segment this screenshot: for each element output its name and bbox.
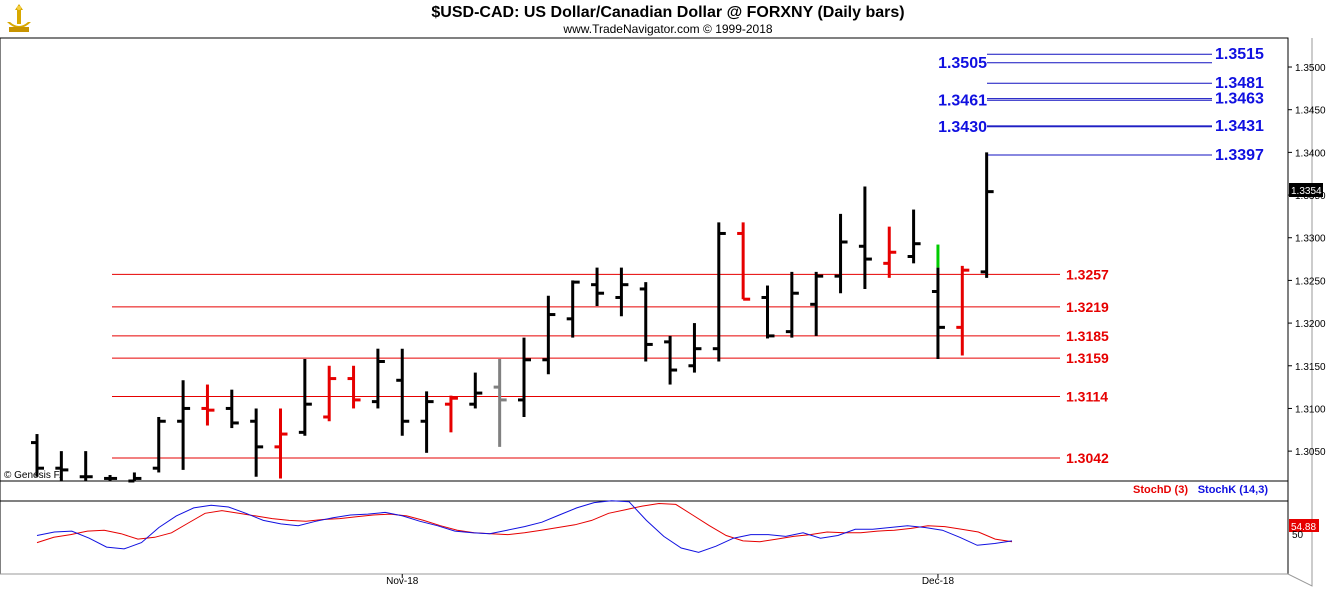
- ohlc-bar: [298, 358, 312, 436]
- ohlc-bar: [615, 267, 629, 317]
- resistance-label-right: 1.3463: [1215, 91, 1264, 108]
- ohlc-bar: [201, 384, 215, 426]
- ohlc-bar: [371, 348, 385, 409]
- ohlc-bar: [104, 475, 118, 481]
- ohlc-bar: [469, 372, 483, 409]
- ohlc-bar: [591, 267, 605, 307]
- ohlc-bar: [420, 391, 434, 453]
- y-tick-label: 1.3400: [1295, 148, 1326, 159]
- ohlc-bar: [785, 271, 799, 338]
- ohlc-bar: [323, 365, 337, 422]
- stoch-value-label: 54.88: [1291, 522, 1316, 533]
- resistance-label-left: 1.3461: [938, 92, 987, 109]
- price-bars: [31, 152, 994, 483]
- x-tick-label: Nov-18: [386, 576, 419, 587]
- last-price-label: 1.3354: [1291, 186, 1322, 197]
- stochastic-lines: [36, 500, 1013, 553]
- copyright-label: © Genesis F.: [4, 470, 61, 481]
- ohlc-bar: [396, 348, 410, 436]
- ohlc-bar: [688, 323, 702, 373]
- ohlc-bar: [639, 282, 653, 362]
- ohlc-bar: [444, 395, 458, 433]
- price-panel: [0, 37, 1289, 482]
- support-levels: 1.3257 1.3219 1.3185 1.3159 1.3114 1.3042: [112, 266, 1109, 466]
- ohlc-bar: [980, 152, 994, 278]
- support-label: 1.3042: [1066, 450, 1109, 466]
- y-tick-label: 1.3250: [1295, 276, 1326, 287]
- trade-navigator-logo: [2, 2, 36, 36]
- x-tick-label: Dec-18: [922, 576, 955, 587]
- ohlc-bar: [274, 408, 288, 479]
- chart-subtitle: www.TradeNavigator.com © 1999-2018: [562, 22, 772, 36]
- y-tick-label: 1.3100: [1295, 404, 1326, 415]
- ohlc-bar: [79, 451, 93, 481]
- stoch-d-line: [36, 502, 1013, 544]
- ohlc-bar: [225, 389, 239, 429]
- ohlc-bar: [542, 295, 556, 375]
- ohlc-bar: [493, 358, 507, 447]
- indicator-panel: [0, 480, 1289, 575]
- ohlc-bar: [177, 380, 191, 470]
- ohlc-bar: [518, 337, 531, 417]
- y-tick-label: 1.3150: [1295, 362, 1326, 373]
- resistance-label-left: 1.3505: [938, 55, 987, 72]
- y-tick-label: 1.3050: [1295, 447, 1326, 458]
- date-axis: Nov-18 Dec-18: [386, 574, 954, 587]
- support-label: 1.3219: [1066, 299, 1109, 315]
- ohlc-bar: [883, 226, 897, 278]
- ohlc-bar: [31, 434, 44, 477]
- last-price-box: [1289, 183, 1323, 197]
- ohlc-bar: [858, 186, 872, 289]
- ohlc-bar: [956, 265, 970, 356]
- stoch-d-legend: StochD (3): [1133, 484, 1188, 496]
- resistance-label-right: 1.3431: [1215, 118, 1264, 135]
- chart-title: $USD-CAD: US Dollar/Canadian Dollar @ FO…: [431, 4, 904, 21]
- support-label: 1.3257: [1066, 266, 1109, 282]
- ohlc-bar: [834, 213, 848, 294]
- ohlc-bar: [810, 271, 824, 336]
- resistance-label-right: 1.3515: [1215, 46, 1264, 63]
- y-tick-label: 1.3200: [1295, 319, 1326, 330]
- support-label: 1.3114: [1066, 388, 1108, 404]
- ohlc-bar: [347, 365, 361, 409]
- ohlc-bar: [55, 451, 69, 481]
- price-axis: 1.3050 1.3100 1.3150 1.3200 1.3250 1.3300 1.33…: [1288, 63, 1326, 458]
- ohlc-bar: [152, 416, 166, 473]
- ohlc-bar: [907, 209, 921, 264]
- ohlc-bar: [566, 280, 580, 338]
- stoch-bottom-tick: 50: [1292, 530, 1304, 541]
- ohlc-bar: [128, 472, 142, 483]
- y-tick-label: 1.3300: [1295, 234, 1326, 245]
- stoch-k-line: [36, 500, 1013, 553]
- stoch-k-legend: StochK (14,3): [1198, 484, 1269, 496]
- support-label: 1.3159: [1066, 350, 1109, 366]
- ohlc-bar: [712, 222, 726, 362]
- resistance-label-left: 1.3430: [938, 119, 987, 136]
- stoch-value-box: [1289, 519, 1319, 532]
- y-tick-label: 1.3500: [1295, 63, 1326, 74]
- ohlc-bar: [931, 244, 945, 359]
- ohlc-bar: [761, 285, 775, 339]
- resistance-label-right: 1.3481: [1215, 75, 1264, 92]
- ohlc-bar: [250, 408, 264, 477]
- resistance-label-right: 1.3397: [1215, 147, 1264, 164]
- support-label: 1.3185: [1066, 328, 1109, 344]
- y-tick-label: 1.3450: [1295, 106, 1326, 117]
- x-axis-bevel: [0, 38, 1313, 587]
- ohlc-bar: [737, 222, 751, 301]
- ohlc-bar: [664, 335, 678, 385]
